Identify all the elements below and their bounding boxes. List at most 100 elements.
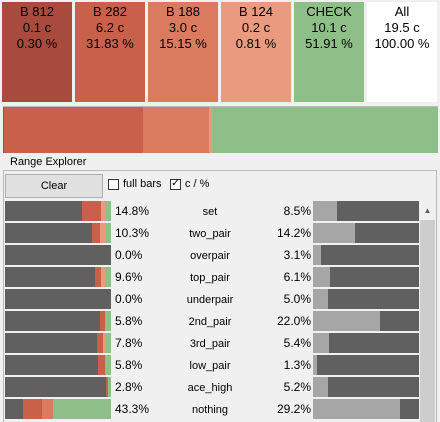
distribution-segment <box>107 377 111 397</box>
action-box-count: 19.5 c <box>384 20 420 35</box>
row-name: underpair <box>186 294 234 306</box>
range-frequency-bar <box>313 289 419 309</box>
action-box-count: 0.2 c <box>241 20 271 35</box>
action-distribution-bar <box>5 399 111 419</box>
range-frequency-bar <box>313 245 419 265</box>
distribution-segment <box>5 245 111 265</box>
range-frequency-fill <box>313 355 318 375</box>
action-box-pct: 15.15 % <box>159 36 207 51</box>
c-pct-checkbox[interactable]: ✓ c / % <box>170 178 209 190</box>
action-box[interactable]: CHECK 10.1 c 51.91 % <box>294 2 364 102</box>
distribution-segment <box>23 399 43 419</box>
scroll-thumb[interactable] <box>420 220 435 422</box>
row-left-pct: 7.8% <box>115 336 143 350</box>
action-distribution-bar <box>5 311 111 331</box>
distribution-segment <box>52 399 111 419</box>
row-right-pct: 8.5% <box>283 204 311 218</box>
range-frequency-bar <box>313 377 419 397</box>
summary-segment <box>4 107 143 153</box>
full-bars-checkbox-box[interactable] <box>108 178 119 190</box>
range-row[interactable]: 7.8% 3rd_pair 5.4% <box>5 333 419 353</box>
distribution-segment <box>82 201 102 221</box>
row-right-pct: 6.1% <box>283 270 311 284</box>
action-box-pct: 100.00 % <box>374 36 430 51</box>
range-frequency-bar <box>313 355 419 375</box>
action-box[interactable]: All 19.5 c 100.00 % <box>367 2 437 102</box>
distribution-segment <box>101 267 105 287</box>
range-row[interactable]: 14.8% set 8.5% <box>5 201 419 221</box>
action-box-label: B 188 <box>166 4 200 19</box>
range-frequency-fill <box>313 223 356 243</box>
range-row[interactable]: 2.8% ace_high 5.2% <box>5 377 419 397</box>
summary-segment <box>212 107 438 153</box>
scroll-up-arrow-icon[interactable]: ▲ <box>423 206 432 215</box>
range-frequency-fill <box>313 201 338 221</box>
range-row[interactable]: 5.8% 2nd_pair 22.0% <box>5 311 419 331</box>
row-name: 3rd_pair <box>189 338 231 350</box>
action-box[interactable]: B 812 0.1 c 0.30 % <box>2 2 72 102</box>
range-frequency-fill <box>313 311 380 331</box>
summary-segment <box>142 107 209 153</box>
action-box[interactable]: B 282 6.2 c 31.83 % <box>75 2 145 102</box>
row-name: set <box>202 206 218 218</box>
row-right-pct: 5.4% <box>283 336 311 350</box>
summary-segment <box>208 107 213 153</box>
row-left-pct: 5.8% <box>115 358 143 372</box>
range-row[interactable]: 0.0% underpair 5.0% <box>5 289 419 309</box>
distribution-segment <box>5 201 83 221</box>
action-box-label: CHECK <box>306 4 352 19</box>
row-left-pct: 43.3% <box>115 402 150 416</box>
range-frequency-bar <box>313 267 419 287</box>
action-box-count: 3.0 c <box>168 20 198 35</box>
action-box[interactable]: B 188 3.0 c 15.15 % <box>148 2 218 102</box>
distribution-segment <box>5 311 101 331</box>
row-right-pct: 29.2% <box>276 402 311 416</box>
row-name: 2nd_pair <box>188 316 232 328</box>
row-left-pct: 0.0% <box>115 248 143 262</box>
action-distribution-bar <box>5 333 111 353</box>
action-distribution-bar <box>5 377 111 397</box>
distribution-segment <box>5 267 96 287</box>
c-pct-checkbox-box[interactable]: ✓ <box>170 178 181 190</box>
range-frequency-fill <box>313 245 322 265</box>
range-row[interactable]: 9.6% top_pair 6.1% <box>5 267 419 287</box>
distribution-segment <box>97 333 103 353</box>
range-explorer-title: Range Explorer <box>10 156 87 168</box>
distribution-segment <box>104 355 111 375</box>
range-frequency-bar <box>313 311 419 331</box>
action-distribution-bar <box>5 245 111 265</box>
distribution-segment <box>104 311 111 331</box>
row-left-pct: 14.8% <box>115 204 150 218</box>
clear-button[interactable]: Clear <box>5 174 103 198</box>
range-frequency-fill <box>313 267 330 287</box>
range-row[interactable]: 43.3% nothing 29.2% <box>5 399 419 419</box>
range-row[interactable]: 10.3% two_pair 14.2% <box>5 223 419 243</box>
range-row[interactable]: 0.0% overpair 3.1% <box>5 245 419 265</box>
distribution-segment <box>42 399 53 419</box>
distribution-segment <box>104 201 111 221</box>
distribution-segment <box>104 223 111 243</box>
distribution-segment <box>100 223 105 243</box>
vertical-scrollbar[interactable]: ▲ <box>419 202 436 422</box>
full-bars-checkbox[interactable]: full bars <box>108 178 162 190</box>
action-box-pct: 0.81 % <box>235 36 277 51</box>
row-name: low_pair <box>189 360 231 372</box>
action-summary-bar <box>3 106 438 153</box>
action-boxes: B 812 0.1 c 0.30 % B 282 6.2 c 31.83 % B 188 3.… <box>0 0 440 104</box>
distribution-segment <box>91 223 101 243</box>
distribution-segment <box>95 267 102 287</box>
row-left-pct: 2.8% <box>115 380 143 394</box>
row-right-pct: 14.2% <box>276 226 311 240</box>
distribution-segment <box>105 377 108 397</box>
distribution-segment <box>5 289 111 309</box>
action-box[interactable]: B 124 0.2 c 0.81 % <box>221 2 291 102</box>
action-box-label: All <box>394 4 410 19</box>
range-row[interactable]: 5.8% low_pair 1.3% <box>5 355 419 375</box>
distribution-segment <box>101 201 105 221</box>
distribution-segment <box>104 267 111 287</box>
distribution-segment <box>5 377 106 397</box>
row-left-pct: 10.3% <box>115 226 150 240</box>
action-box-count: 10.1 c <box>311 20 347 35</box>
action-distribution-bar <box>5 289 111 309</box>
action-box-label: B 124 <box>239 4 273 19</box>
